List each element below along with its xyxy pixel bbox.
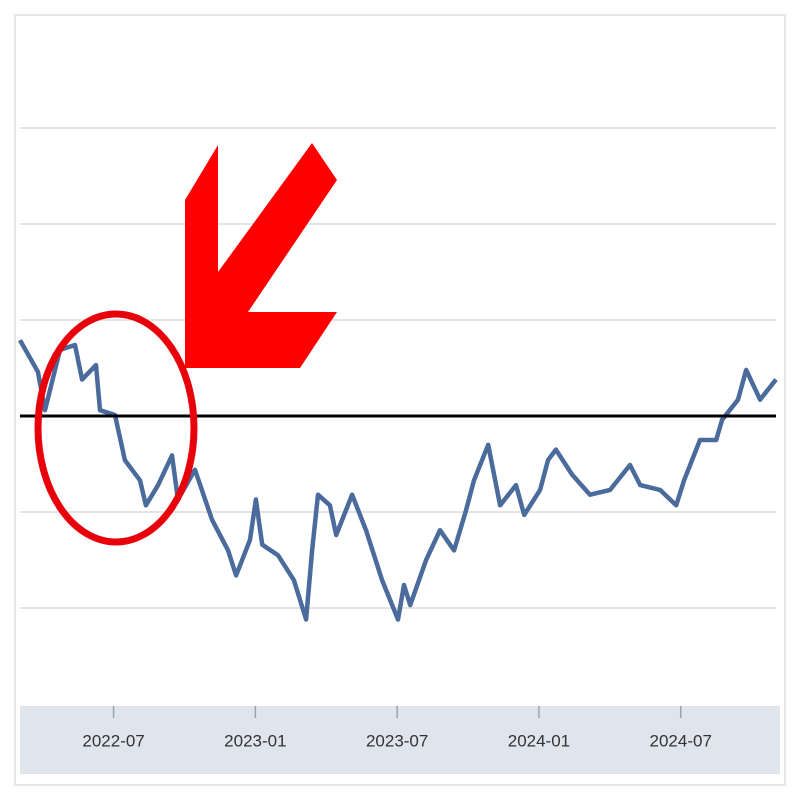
series [18,339,778,622]
x-tick-label: 2023-07 [366,731,428,750]
x-tick-label: 2024-01 [508,731,570,750]
data-line [18,339,778,622]
x-tick-label: 2024-07 [650,731,712,750]
annotation [34,143,337,546]
plot-area [20,30,776,706]
arrow [185,143,337,368]
x-axis-band [20,706,780,774]
x-tick-label: 2022-07 [82,731,144,750]
x-axis: 2022-07 2023-01 2023-07 2024-01 2024-07 [82,706,712,750]
x-tick-label: 2023-01 [224,731,286,750]
highlight-circle [34,310,198,546]
